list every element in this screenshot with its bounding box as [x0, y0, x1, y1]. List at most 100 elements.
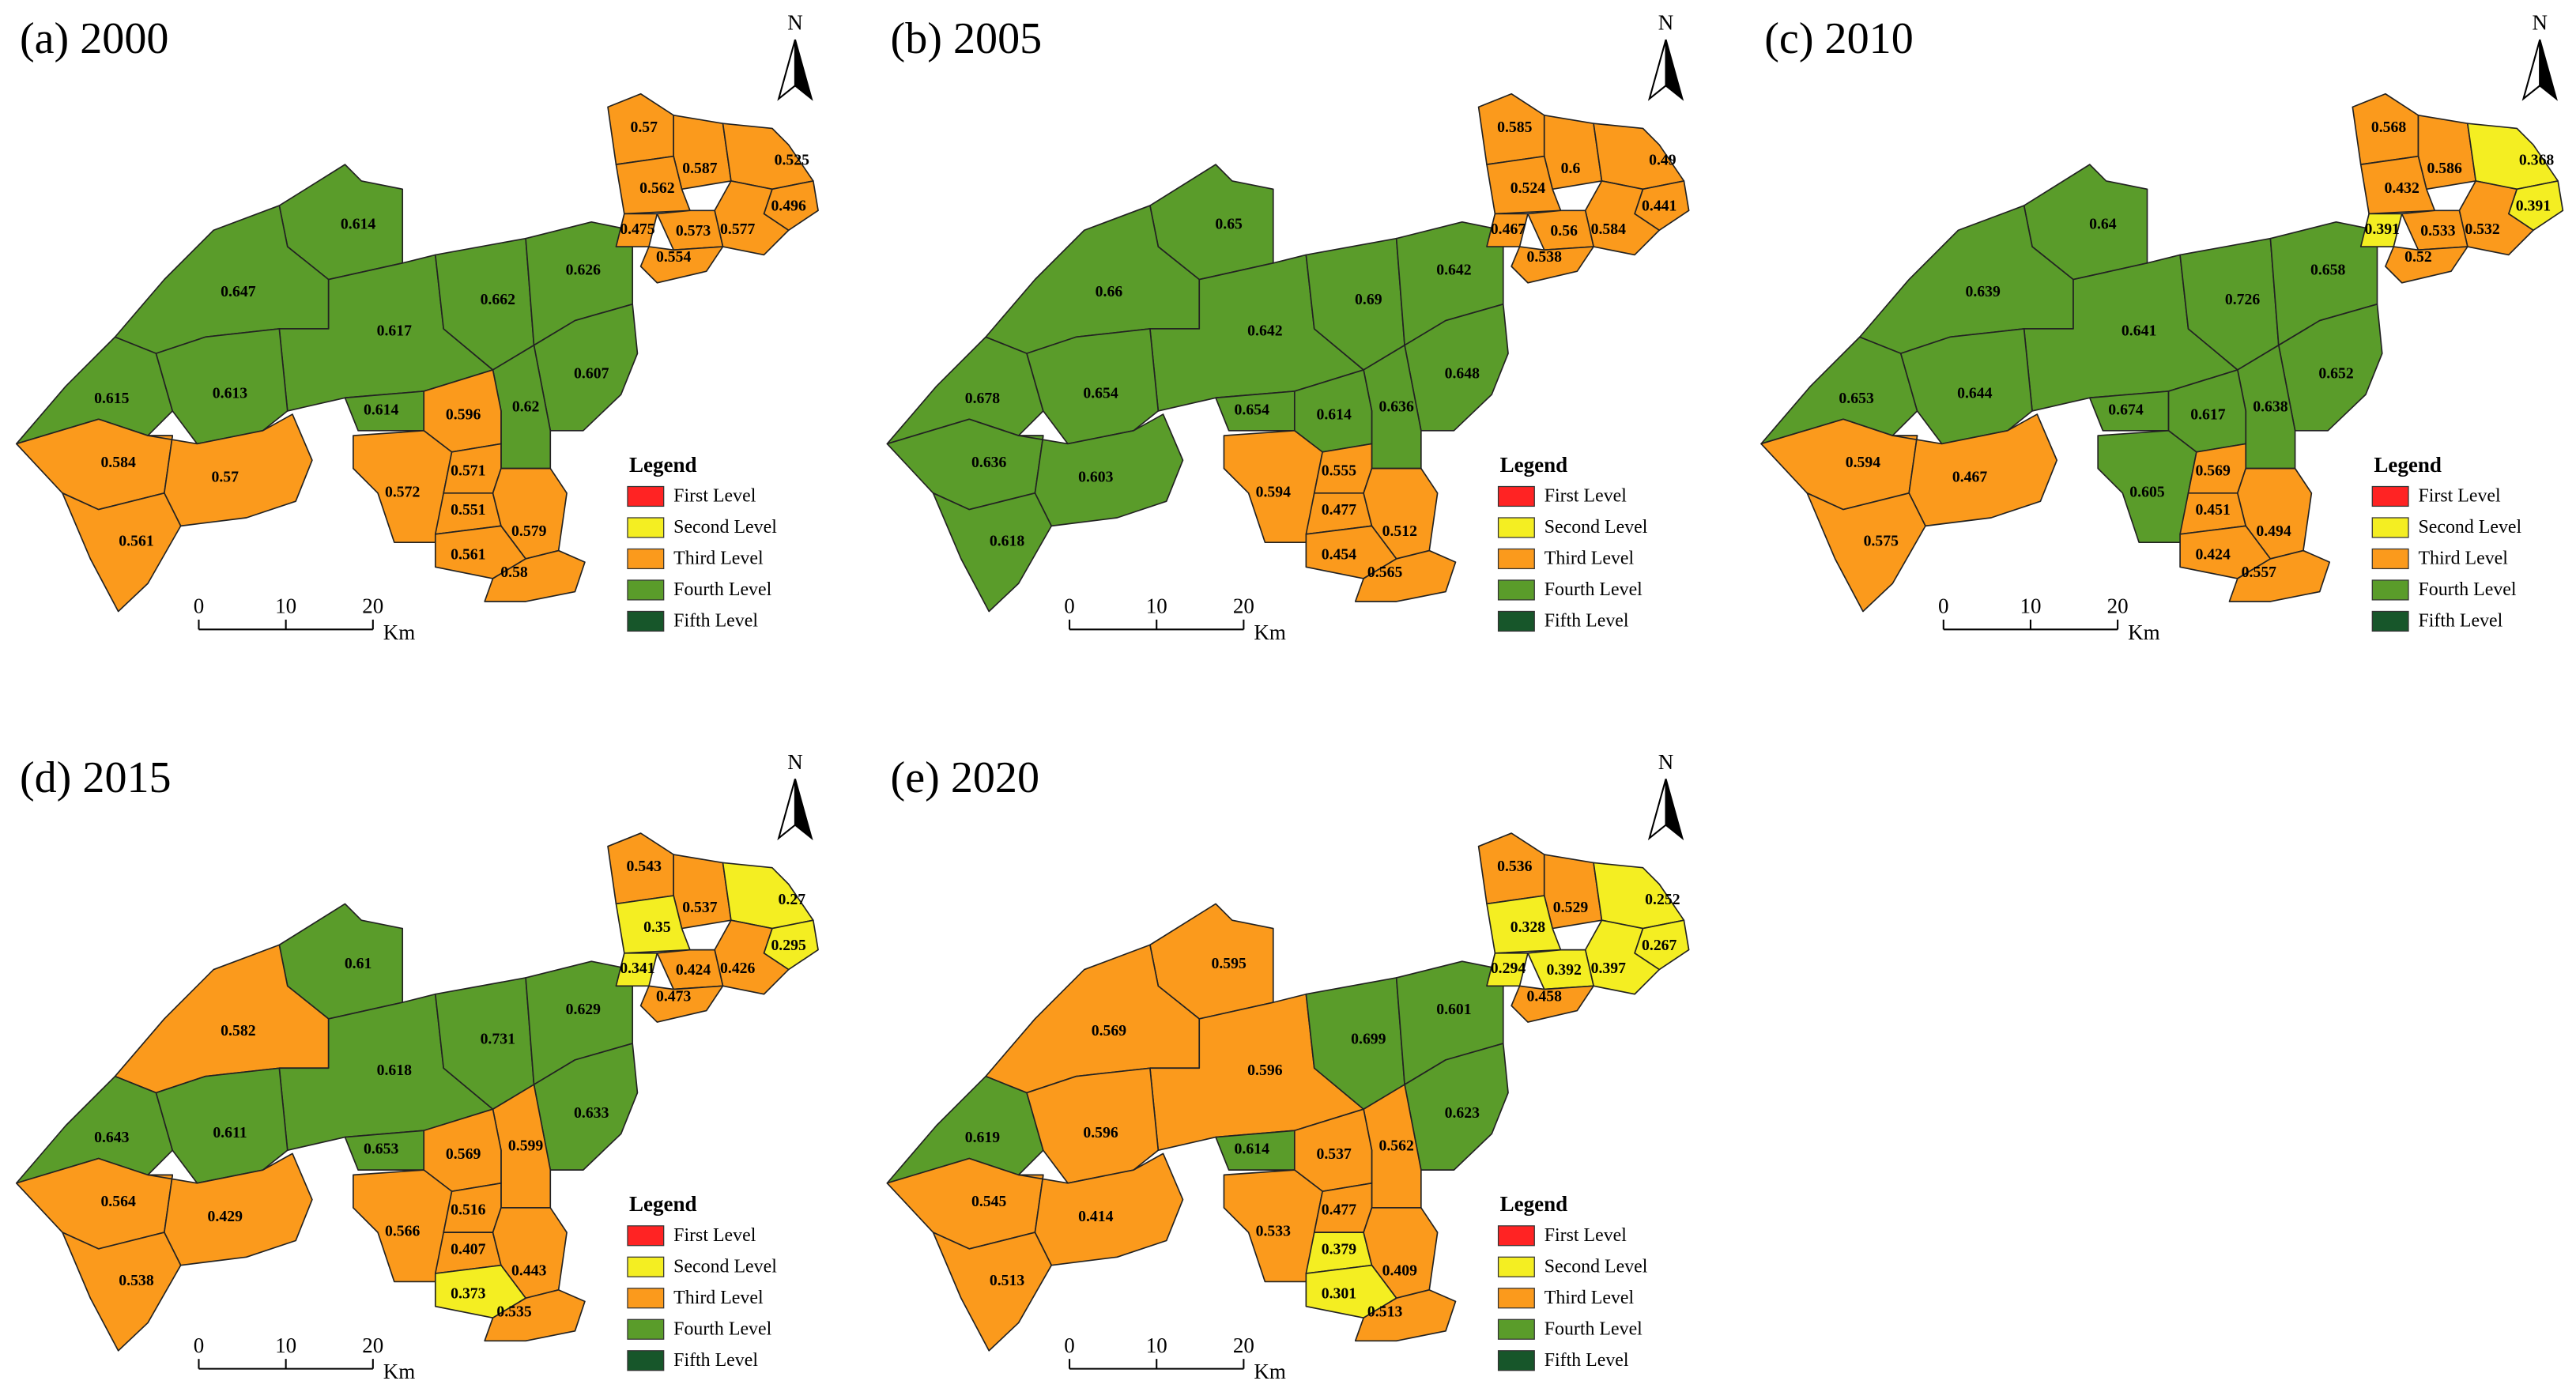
legend-swatch: [1497, 1225, 1535, 1247]
region-label: 0.294: [1491, 960, 1526, 977]
region-label: 0.573: [676, 222, 711, 240]
region-label: 0.6: [1561, 160, 1581, 177]
region: [2401, 209, 2469, 251]
legend-swatch: [1497, 579, 1535, 601]
north-arrow: [1665, 779, 1684, 841]
region-label: 0.678: [965, 390, 1001, 407]
region-label: 0.564: [100, 1193, 136, 1210]
region-label: 0.454: [1322, 545, 1357, 563]
region-label: 0.618: [990, 533, 1025, 550]
legend-swatch: [627, 610, 665, 632]
region: [1017, 1152, 1184, 1266]
region-label: 0.391: [2516, 198, 2551, 215]
legend-swatch: [627, 1256, 665, 1277]
region-label: 0.658: [2310, 262, 2346, 279]
panel-title: (e) 2020: [891, 753, 1040, 802]
region: [1806, 492, 1926, 613]
legend-swatch: [2371, 485, 2409, 507]
legend-swatch: [1497, 1318, 1535, 1340]
region-label: 0.594: [1846, 454, 1881, 471]
region: [2385, 246, 2469, 284]
region-label: 0.662: [481, 291, 516, 308]
north-arrow: [1647, 39, 1667, 101]
region: [1511, 985, 1594, 1023]
region-label: 0.443: [511, 1262, 547, 1280]
legend-label: Fifth Level: [2418, 610, 2502, 631]
region-label: 0.647: [221, 283, 256, 300]
region-label: 0.57: [630, 119, 658, 136]
scale-tick-label: 0: [1064, 1334, 1075, 1357]
panel-title: (a) 2000: [20, 14, 169, 63]
region: [1527, 949, 1594, 990]
region: [1527, 209, 1594, 251]
scale-tick-label: 20: [1233, 594, 1254, 618]
region-label: 0.607: [574, 365, 609, 383]
region-label: 0.569: [2195, 462, 2231, 479]
legend-swatch: [627, 579, 665, 601]
region-label: 0.587: [682, 160, 718, 177]
region-label: 0.252: [1645, 891, 1680, 908]
region-label: 0.586: [2427, 160, 2463, 177]
region-label: 0.429: [208, 1208, 243, 1225]
legend-swatch: [1497, 1288, 1535, 1309]
region: [1354, 549, 1457, 602]
region-label: 0.475: [620, 221, 655, 238]
region-label: 0.533: [1256, 1223, 1292, 1240]
legend-swatch: [1497, 485, 1535, 507]
region-label: 0.726: [2225, 291, 2261, 308]
legend-label: Third Level: [673, 548, 764, 568]
scale-tick-label: 20: [362, 1334, 383, 1357]
legend-swatch: [2371, 517, 2409, 538]
region-label: 0.529: [1553, 899, 1589, 916]
region-label: 0.619: [965, 1129, 1001, 1146]
legend-label: Fourth Level: [1544, 1318, 1643, 1339]
region: [62, 492, 182, 613]
legend-label: Second Level: [1544, 517, 1648, 538]
north-label: N: [1658, 750, 1674, 774]
legend-title: Legend: [629, 453, 697, 477]
legend-label: Fourth Level: [1544, 579, 1643, 600]
region-label: 0.572: [385, 483, 421, 500]
region-label: 0.615: [94, 390, 130, 407]
region-label: 0.451: [2195, 501, 2230, 519]
legend-swatch: [1497, 610, 1535, 632]
region-label: 0.397: [1591, 960, 1627, 977]
region-label: 0.424: [676, 961, 711, 979]
map-panel: (e) 2020 N 0.595 0.569 0.596 0.699 0.601 0.623 0…: [886, 750, 1690, 1383]
legend-swatch: [627, 517, 665, 538]
region: [2359, 155, 2436, 215]
scale-tick-label: 0: [194, 594, 205, 618]
legend-label: Fifth Level: [1544, 1350, 1629, 1371]
region-label: 0.571: [451, 462, 485, 479]
region-label: 0.653: [364, 1141, 399, 1158]
region-label: 0.52: [2404, 248, 2432, 266]
legend-label: Fifth Level: [673, 1350, 758, 1371]
region-label: 0.652: [2318, 365, 2354, 383]
region: [932, 1232, 1053, 1352]
region-label: 0.295: [771, 937, 806, 954]
legend-label: Fourth Level: [2418, 579, 2516, 600]
region-label: 0.562: [639, 179, 675, 197]
legend-swatch: [2371, 610, 2409, 632]
region-label: 0.512: [1382, 522, 1418, 540]
legend-swatch: [627, 1318, 665, 1340]
region-label: 0.426: [720, 960, 756, 977]
region-label: 0.617: [2190, 406, 2226, 424]
legend-label: First Level: [673, 485, 756, 506]
region-label: 0.562: [1379, 1137, 1414, 1155]
region: [1511, 246, 1594, 284]
legend-label: Third Level: [1544, 1288, 1635, 1308]
region-label: 0.568: [2371, 119, 2407, 136]
panel-title: (c) 2010: [1764, 14, 1914, 63]
region-label: 0.699: [1351, 1030, 1386, 1047]
region-label: 0.551: [451, 501, 485, 519]
legend-swatch: [627, 485, 665, 507]
scale-tick-label: 10: [2020, 594, 2041, 618]
region-label: 0.538: [1527, 248, 1563, 266]
region-label: 0.561: [119, 533, 153, 550]
region-label: 0.731: [481, 1030, 515, 1047]
legend-swatch: [627, 1288, 665, 1309]
region-label: 0.636: [971, 454, 1007, 471]
region-label: 0.301: [1322, 1285, 1356, 1303]
region-label: 0.516: [451, 1201, 486, 1219]
